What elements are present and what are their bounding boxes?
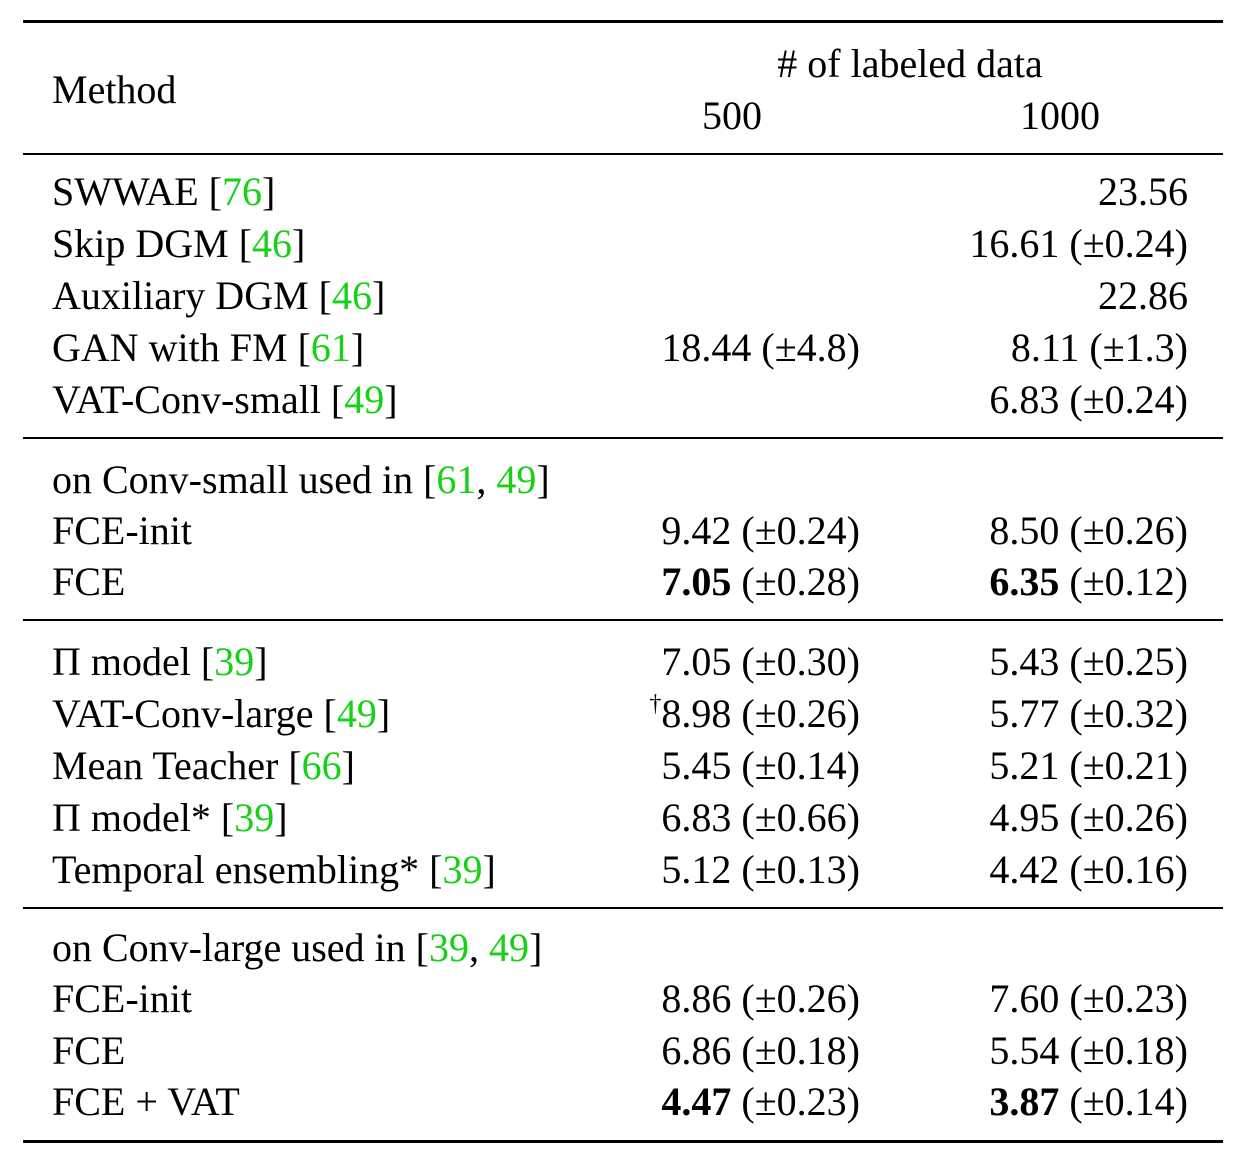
table-row: Auxiliary DGM [46] 22.86 — [0, 270, 1246, 322]
method-cell: Auxiliary DGM [46] — [52, 273, 386, 318]
value-1000: 5.54 (±0.18) — [989, 1028, 1188, 1073]
table-row: Temporal ensembling* [39] 5.12 (±0.13) 4… — [0, 844, 1246, 896]
value-500: †8.98 (±0.26) — [649, 691, 860, 736]
table-row: GAN with FM [61] 18.44 (±4.8) 8.11 (±1.3… — [0, 322, 1246, 374]
bottom-rule — [23, 1140, 1223, 1143]
citation-link[interactable]: 39 — [428, 925, 469, 970]
table-row: Π model [39] 7.05 (±0.30) 5.43 (±0.25) — [0, 636, 1246, 688]
value-1000: 8.50 (±0.26) — [989, 508, 1188, 553]
value-500: 9.42 (±0.24) — [661, 508, 860, 553]
method-cell: VAT-Conv-large [49] — [52, 691, 391, 736]
table-row: Π model* [39] 6.83 (±0.66) 4.95 (±0.26) — [0, 792, 1246, 844]
method-cell: GAN with FM [61] — [52, 325, 365, 370]
citation-link[interactable]: 61 — [436, 457, 477, 502]
header-rule — [23, 153, 1223, 155]
table-row: Mean Teacher [66] 5.45 (±0.14) 5.21 (±0.… — [0, 740, 1246, 792]
value-1000: 23.56 — [1098, 169, 1188, 214]
value-1000: 5.21 (±0.21) — [989, 743, 1188, 788]
method-cell: VAT-Conv-small [49] — [52, 377, 398, 422]
value-1000: 6.83 (±0.24) — [989, 377, 1188, 422]
section-title: on Conv-large used in [39, 49] — [52, 925, 543, 970]
citation-link[interactable]: 39 — [442, 847, 483, 892]
value-1000: 4.95 (±0.26) — [989, 795, 1188, 840]
citation-link[interactable]: 49 — [344, 377, 385, 422]
table-row: SWWAE [76] 23.56 — [0, 166, 1246, 218]
header-labeled-data: # of labeled data — [777, 41, 1043, 86]
section-title-row: on Conv-large used in [39, 49] — [0, 922, 1246, 974]
citation-link[interactable]: 61 — [310, 325, 351, 370]
table-row: VAT-Conv-large [49] †8.98 (±0.26) 5.77 (… — [0, 688, 1246, 740]
top-rule — [23, 20, 1223, 23]
best-value: 6.35 — [989, 559, 1060, 604]
method-cell: SWWAE [76] — [52, 169, 276, 214]
value-500: 5.12 (±0.13) — [661, 847, 860, 892]
citation-link[interactable]: 46 — [331, 273, 372, 318]
best-value: 4.47 — [661, 1079, 732, 1124]
citation-link[interactable]: 66 — [301, 743, 342, 788]
table-row: Skip DGM [46] 16.61 (±0.24) — [0, 218, 1246, 270]
citation-link[interactable]: 46 — [252, 221, 293, 266]
value-500: 4.47 (±0.23) — [661, 1079, 860, 1124]
value-1000: 6.35 (±0.12) — [989, 559, 1188, 604]
value-1000: 22.86 — [1098, 273, 1188, 318]
table-row: FCE 7.05 (±0.28) 6.35 (±0.12) — [0, 556, 1246, 608]
value-500: 5.45 (±0.14) — [661, 743, 860, 788]
method-cell: Skip DGM [46] — [52, 221, 306, 266]
method-cell: FCE + VAT — [52, 1079, 240, 1124]
table-row: FCE-init 8.86 (±0.26) 7.60 (±0.23) — [0, 973, 1246, 1025]
value-500: 6.86 (±0.18) — [661, 1028, 860, 1073]
method-cell: FCE-init — [52, 508, 193, 553]
citation-link[interactable]: 49 — [496, 457, 537, 502]
table-row: FCE-init 9.42 (±0.24) 8.50 (±0.26) — [0, 505, 1246, 557]
best-value: 3.87 — [989, 1079, 1060, 1124]
method-cell: Π model* [39] — [52, 795, 288, 840]
method-cell: FCE-init — [52, 976, 193, 1021]
section-rule-2 — [23, 619, 1223, 621]
method-cell: Temporal ensembling* [39] — [52, 847, 496, 892]
value-1000: 4.42 (±0.16) — [989, 847, 1188, 892]
value-1000: 8.11 (±1.3) — [1010, 325, 1188, 370]
section-rule-3 — [23, 907, 1223, 909]
value-1000: 5.43 (±0.25) — [989, 639, 1188, 684]
method-cell: Π model [39] — [52, 639, 268, 684]
section-title-row: on Conv-small used in [61, 49] — [0, 454, 1246, 506]
header-col-500: 500 — [702, 93, 762, 138]
table-row: FCE + VAT 4.47 (±0.23) 3.87 (±0.14) — [0, 1076, 1246, 1128]
value-500: 8.86 (±0.26) — [661, 976, 860, 1021]
method-cell: Mean Teacher [66] — [52, 743, 355, 788]
citation-link[interactable]: 39 — [234, 795, 275, 840]
value-1000: 16.61 (±0.24) — [969, 221, 1188, 266]
method-cell: FCE — [52, 1028, 126, 1073]
header-col-1000: 1000 — [1020, 93, 1100, 138]
value-500: 7.05 (±0.30) — [661, 639, 860, 684]
citation-link[interactable]: 39 — [214, 639, 255, 684]
value-1000: 3.87 (±0.14) — [989, 1079, 1188, 1124]
header-method: Method — [52, 67, 177, 112]
section-title: on Conv-small used in [61, 49] — [52, 457, 550, 502]
table-row: VAT-Conv-small [49] 6.83 (±0.24) — [0, 374, 1246, 426]
value-1000: 7.60 (±0.23) — [989, 976, 1188, 1021]
citation-link[interactable]: 76 — [221, 169, 262, 214]
value-500: 7.05 (±0.28) — [661, 559, 860, 604]
citation-link[interactable]: 49 — [336, 691, 377, 736]
value-500: 6.83 (±0.66) — [661, 795, 860, 840]
dagger-mark: † — [649, 691, 662, 717]
value-500: 18.44 (±4.8) — [661, 325, 860, 370]
table-row: FCE 6.86 (±0.18) 5.54 (±0.18) — [0, 1025, 1246, 1077]
citation-link[interactable]: 49 — [488, 925, 529, 970]
method-cell: FCE — [52, 559, 126, 604]
value-1000: 5.77 (±0.32) — [989, 691, 1188, 736]
section-rule-1 — [23, 437, 1223, 439]
best-value: 7.05 — [661, 559, 732, 604]
